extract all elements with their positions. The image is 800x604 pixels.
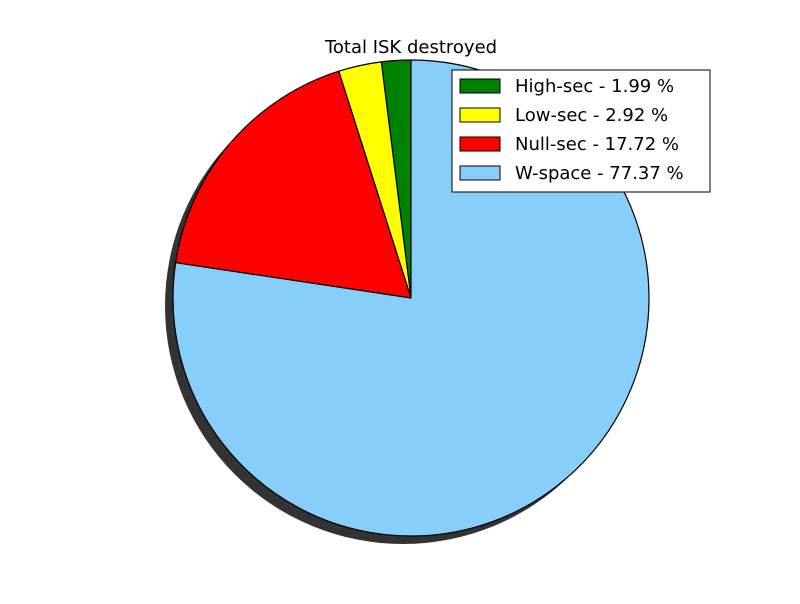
legend-swatch-high-sec bbox=[459, 78, 501, 94]
legend-label-w-space: W-space - 77.37 % bbox=[515, 163, 684, 184]
legend-swatch-low-sec bbox=[459, 107, 501, 123]
legend-label-high-sec: High-sec - 1.99 % bbox=[515, 76, 674, 97]
legend-label-low-sec: Low-sec - 2.92 % bbox=[515, 105, 668, 126]
legend-label-null-sec: Null-sec - 17.72 % bbox=[515, 134, 679, 155]
legend-swatch-null-sec bbox=[459, 136, 501, 152]
pie-slice-null-sec bbox=[175, 70, 412, 299]
legend-swatch-w-space bbox=[459, 165, 501, 181]
legend: High-sec - 1.99 % Low-sec - 2.92 % Null-se… bbox=[451, 69, 711, 193]
chart-title: Total ISK destroyed bbox=[324, 37, 497, 58]
